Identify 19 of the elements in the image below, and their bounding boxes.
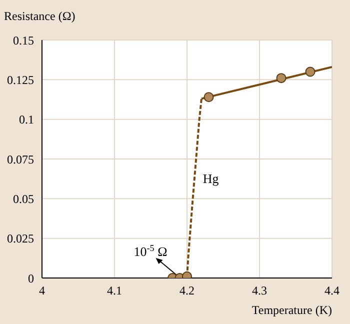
y-tick-label: 0.05 xyxy=(13,192,34,206)
y-axis-title: Resistance (Ω) xyxy=(4,9,76,23)
y-tick-label: 0.1 xyxy=(19,112,34,127)
x-tick-label: 4.1 xyxy=(107,284,122,298)
x-axis-title: Temperature (K) xyxy=(252,303,332,317)
y-tick-label: 0 xyxy=(28,271,34,286)
point xyxy=(305,66,316,77)
point xyxy=(204,92,214,102)
annotation: Hg xyxy=(202,170,220,186)
y-tick-label: 0.15 xyxy=(13,33,34,48)
annotation: 10$^{-5}$ Ω xyxy=(134,243,168,259)
x-tick-label: 4 xyxy=(39,284,45,298)
y-tick-label: 0.025 xyxy=(7,232,34,246)
x-tick-label: 4.4 xyxy=(324,284,340,298)
x-tick-label: 4.3 xyxy=(252,284,267,298)
y-tick-label: 0.125 xyxy=(7,72,34,87)
x-tick-label: 4.2 xyxy=(180,284,194,298)
point xyxy=(276,73,286,84)
y-tick-label: 0.075 xyxy=(7,152,34,166)
